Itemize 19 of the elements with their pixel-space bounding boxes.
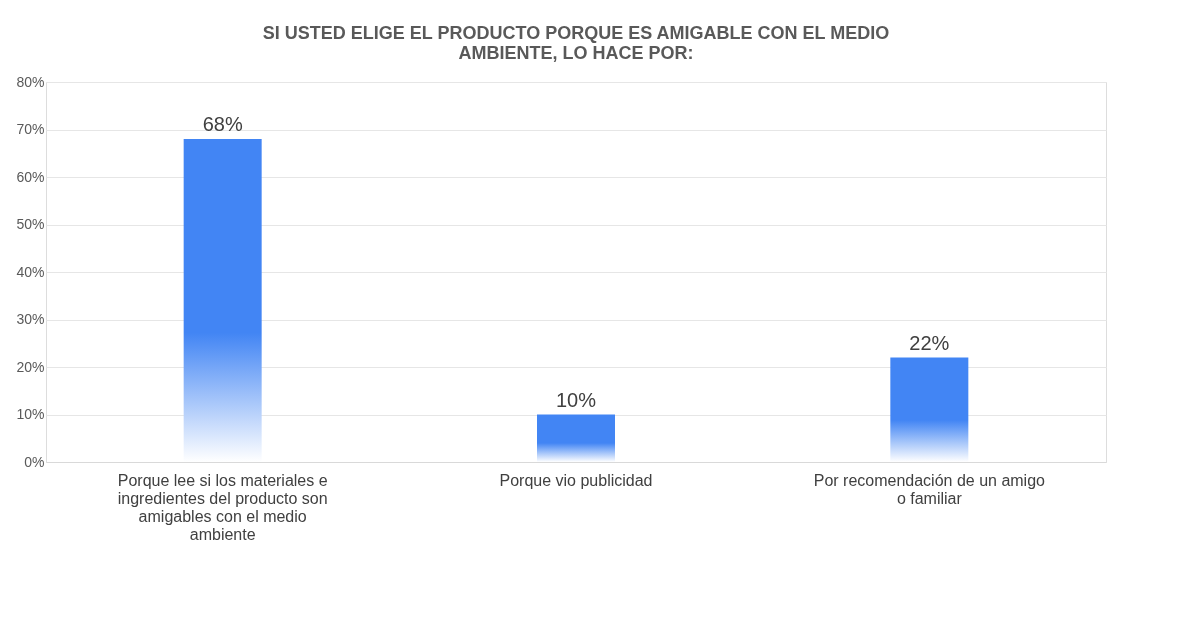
x-tick-label: Por recomendación de un amigo o familiar [813, 471, 1046, 507]
y-tick-label: 0% [24, 453, 45, 470]
bar [183, 139, 262, 462]
y-tick-label: 20% [16, 358, 45, 375]
data-label: 22% [909, 331, 950, 354]
chart-title: SI USTED ELIGE EL PRODUCTO PORQUE ES AMIGABLE CON EL MEDIO AMBIENTE, LO HACE POR: [262, 23, 890, 63]
x-tick-label: Porque vio publicidad [499, 471, 653, 489]
y-tick-label: 80% [16, 73, 45, 90]
y-tick-label: 40% [16, 263, 45, 280]
y-tick-label: 70% [16, 121, 45, 137]
bar [537, 414, 615, 462]
y-tick-label: 10% [16, 406, 45, 422]
y-tick-label: 60% [16, 168, 45, 185]
x-tick-label: Porque lee si los materiales e ingredientes del producto son amigables con el medio ambiente [117, 471, 328, 543]
bar [890, 357, 969, 462]
data-label: 10% [555, 388, 597, 411]
y-tick-label: 30% [16, 311, 45, 327]
y-tick-label: 50% [16, 216, 45, 232]
data-label: 68% [202, 113, 243, 135]
